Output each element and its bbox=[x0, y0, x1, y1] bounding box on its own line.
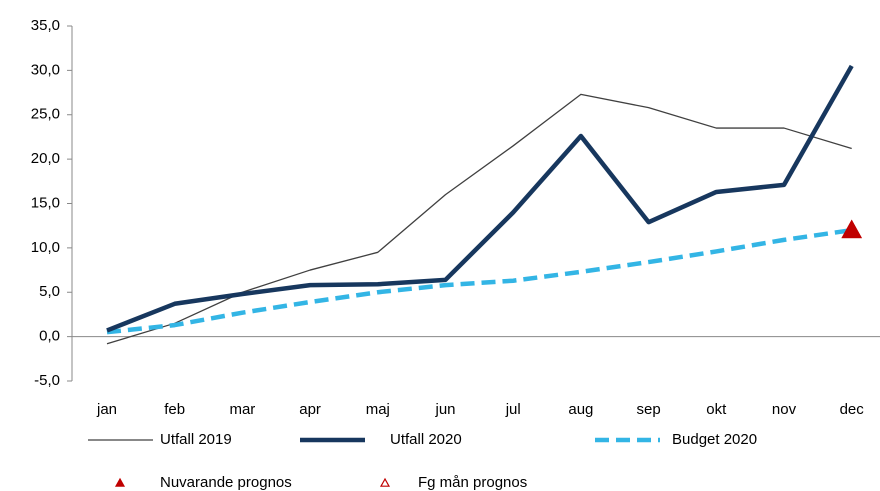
x-tick-label: apr bbox=[299, 401, 321, 418]
y-tick-label: 5,0 bbox=[39, 283, 60, 300]
legend-label: Fg mån prognos bbox=[418, 474, 527, 491]
line-series bbox=[106, 93, 852, 345]
legend-label: Nuvarande prognos bbox=[160, 474, 292, 491]
x-tick-label: maj bbox=[366, 401, 390, 418]
y-tick-label: 10,0 bbox=[31, 239, 60, 256]
x-tick-label: nov bbox=[772, 401, 797, 418]
x-tick-label: aug bbox=[568, 401, 593, 418]
x-tick-label: sep bbox=[637, 401, 661, 418]
x-tick-label: feb bbox=[164, 401, 185, 418]
legend-swatch bbox=[379, 477, 391, 487]
x-tick-label: okt bbox=[706, 401, 727, 418]
y-tick-label: -5,0 bbox=[34, 372, 60, 389]
y-tick-label: 30,0 bbox=[31, 61, 60, 78]
line-series bbox=[106, 64, 854, 333]
y-tick-label: 25,0 bbox=[31, 106, 60, 123]
legend-label: Utfall 2019 bbox=[160, 431, 232, 448]
x-tick-label: jan bbox=[96, 401, 117, 418]
legend-label: Utfall 2020 bbox=[390, 431, 462, 448]
y-tick-label: 15,0 bbox=[31, 194, 60, 211]
y-tick-label: 0,0 bbox=[39, 328, 60, 345]
x-tick-label: jun bbox=[434, 401, 455, 418]
x-tick-label: dec bbox=[840, 401, 865, 418]
y-tick-label: 35,0 bbox=[31, 17, 60, 34]
legend-label: Budget 2020 bbox=[672, 431, 757, 448]
x-tick-label: mar bbox=[229, 401, 255, 418]
x-tick-label: jul bbox=[505, 401, 521, 418]
marker bbox=[841, 219, 862, 239]
y-tick-label: 20,0 bbox=[31, 150, 60, 167]
legend-swatch bbox=[114, 477, 126, 487]
